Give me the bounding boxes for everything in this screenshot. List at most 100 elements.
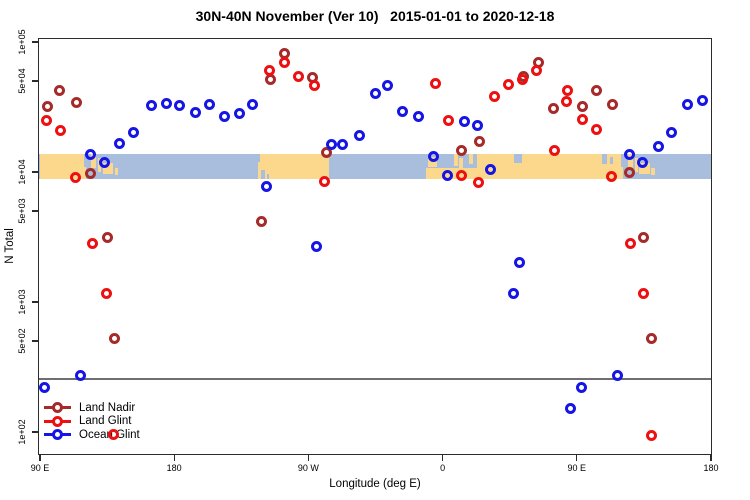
x-tick	[710, 455, 712, 461]
data-point	[256, 216, 268, 228]
ocean-patch	[609, 156, 613, 165]
land-patch	[257, 154, 330, 179]
y-tick	[32, 340, 38, 342]
chart-title: 30N-40N November (Ver 10) 2015-01-01 to …	[195, 8, 555, 24]
ocean-patch	[514, 154, 522, 163]
data-point	[75, 370, 87, 382]
data-point	[108, 429, 120, 441]
legend-row: Land Nadir	[44, 401, 140, 415]
legend-symbol	[44, 415, 71, 428]
data-point	[161, 98, 173, 110]
y-tick-label: 5e+04	[17, 68, 27, 94]
data-point	[42, 101, 54, 113]
data-point	[638, 232, 650, 244]
x-tick	[441, 455, 444, 461]
y-tick-label: 1e+03	[17, 289, 27, 315]
data-point	[102, 232, 114, 244]
land-patch	[453, 154, 458, 167]
data-point	[326, 139, 338, 151]
land-patch	[617, 166, 623, 179]
legend-symbol	[44, 401, 71, 414]
data-point	[234, 108, 246, 120]
data-point	[382, 80, 394, 92]
reference-line-rule	[39, 378, 711, 380]
ocean-patch	[261, 170, 266, 179]
data-point	[548, 103, 560, 115]
data-point	[114, 138, 126, 150]
land-patch	[459, 157, 464, 168]
land-patch	[634, 157, 638, 172]
data-point	[39, 382, 51, 394]
data-point	[442, 170, 454, 182]
data-point	[472, 120, 484, 132]
data-point	[71, 97, 83, 109]
legend-circle-icon	[52, 402, 63, 414]
data-point	[354, 130, 366, 142]
x-tick	[307, 455, 310, 461]
y-tick	[32, 301, 38, 303]
data-point	[503, 79, 515, 91]
data-point	[264, 65, 276, 77]
data-point	[430, 78, 442, 90]
land-patch	[114, 167, 119, 176]
data-point	[591, 85, 603, 97]
data-point	[606, 171, 618, 183]
data-point	[577, 101, 589, 113]
data-point	[85, 148, 97, 160]
land-patch	[468, 154, 474, 164]
data-point	[309, 80, 321, 92]
data-point	[682, 99, 694, 111]
data-point	[293, 71, 305, 83]
y-tick-label: 1e+02	[17, 419, 27, 445]
data-point	[190, 107, 202, 119]
x-tick	[173, 455, 175, 461]
data-point	[204, 99, 216, 111]
land-patch	[80, 166, 87, 179]
data-point	[612, 370, 624, 382]
x-tick-label: 90 E	[30, 463, 50, 473]
data-point	[697, 95, 709, 107]
y-tick-label: 1e+05	[17, 29, 27, 55]
ocean-patch	[602, 154, 607, 165]
data-point	[456, 170, 468, 182]
data-point	[508, 288, 520, 300]
data-point	[219, 111, 231, 123]
land-patch	[102, 162, 114, 174]
land-patch	[628, 154, 633, 168]
y-tick-label: 5e+02	[17, 328, 27, 354]
data-point	[565, 403, 577, 415]
land-patch	[91, 154, 96, 168]
data-point	[549, 145, 561, 157]
data-point	[41, 115, 53, 127]
data-point	[247, 99, 259, 111]
map-band-strip	[39, 154, 711, 179]
data-point	[397, 106, 409, 118]
data-point	[109, 333, 121, 345]
legend: Land Nadir Land Glint Ocean Glint	[44, 401, 140, 442]
legend-label: Land Nadir	[79, 401, 136, 414]
data-point	[319, 176, 331, 188]
legend-circle-icon	[52, 415, 63, 427]
data-point	[653, 141, 665, 153]
ocean-patch	[257, 154, 260, 162]
legend-symbol	[44, 428, 71, 441]
data-point	[321, 147, 333, 159]
x-tick	[576, 455, 578, 461]
legend-row: Ocean Glint	[44, 428, 140, 442]
data-point	[624, 148, 636, 160]
x-tick-label: 90 E	[567, 463, 587, 473]
data-point	[370, 88, 382, 100]
data-point	[646, 333, 658, 345]
y-tick-label: 5e+03	[17, 198, 27, 224]
data-point	[607, 99, 619, 111]
x-axis-title: Longitude (deg E)	[329, 478, 421, 490]
data-point	[85, 168, 97, 180]
data-point	[489, 91, 501, 103]
x-tick-label: 0	[440, 463, 446, 473]
data-point	[428, 151, 440, 163]
land-patch	[639, 162, 650, 174]
data-point	[261, 181, 273, 193]
data-point	[591, 124, 603, 136]
data-point	[473, 177, 485, 189]
